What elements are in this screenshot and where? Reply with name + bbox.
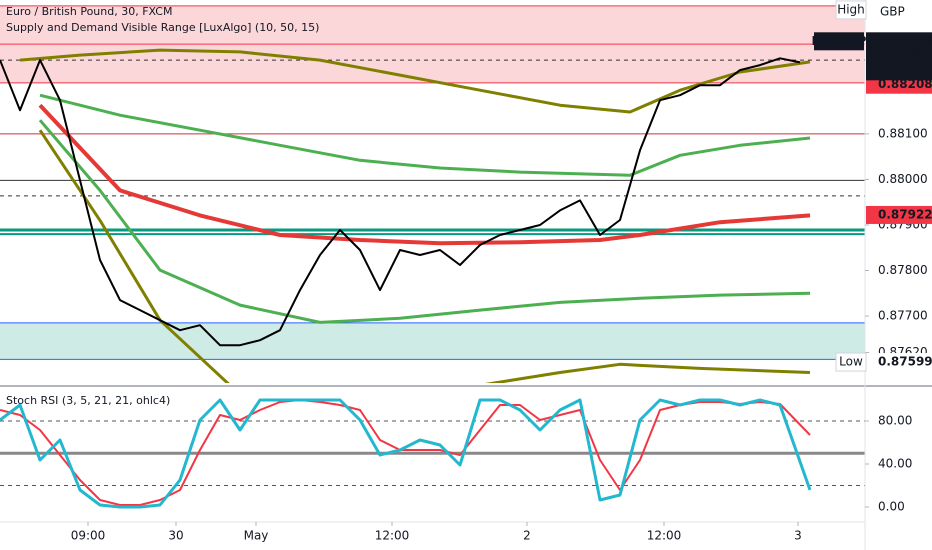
current-price-box <box>866 32 932 81</box>
series-line <box>38 129 811 383</box>
series-line <box>38 103 811 246</box>
price-label-box <box>866 205 932 224</box>
price-tag: Low <box>839 355 863 369</box>
x-tick-label: 12:00 <box>375 529 410 543</box>
series-line <box>38 119 811 324</box>
y-tick-label: 0.88000 <box>878 172 928 186</box>
high-tag-box <box>835 0 867 20</box>
current-price: 0.88255 <box>878 34 932 48</box>
x-tick-label: 30 <box>168 529 183 543</box>
y-tick-label: 80.00 <box>878 414 912 428</box>
y-tick-label: 0.87800 <box>878 263 928 277</box>
price-label: 0.87599 <box>878 355 932 369</box>
rsi-pane <box>0 398 865 509</box>
price-label: 0.87922 <box>878 207 932 221</box>
symbol-box <box>814 32 864 51</box>
series-line <box>0 57 801 347</box>
countdown: 27:57 <box>878 64 913 78</box>
zone <box>0 322 865 360</box>
x-tick-label: May <box>244 529 269 543</box>
price-change: −0.02% <box>878 49 926 63</box>
indicator-title: Supply and Demand Visible Range [LuxAlgo… <box>6 21 319 34</box>
price-label-box <box>866 353 932 372</box>
axes: 0.881000.880000.879000.878000.877000.876… <box>71 0 932 543</box>
price-pane <box>0 5 865 383</box>
x-tick-label: 12:00 <box>647 529 682 543</box>
chart-title: Euro / British Pound, 30, FXCM <box>6 5 172 18</box>
tag-box <box>835 352 867 372</box>
series-line <box>19 48 811 114</box>
y-tick-label: 0.00 <box>878 500 905 514</box>
symbol: EURGBP <box>812 34 867 48</box>
price-label: 0.88208 <box>878 77 932 91</box>
x-tick-label: 2 <box>523 529 531 543</box>
series-line <box>0 398 812 509</box>
series-line <box>39 93 811 177</box>
y-tick-label: 0.87700 <box>878 309 928 323</box>
y-tick-label: 40.00 <box>878 457 912 471</box>
rsi-title: Stoch RSI (3, 5, 21, 21, ohlc4) <box>6 394 170 407</box>
y-tick-label: 0.88100 <box>878 126 928 140</box>
x-tick-label: 3 <box>794 529 802 543</box>
x-tick-label: 09:00 <box>71 529 106 543</box>
currency: GBP <box>880 5 905 19</box>
high-tag: High <box>837 2 865 16</box>
